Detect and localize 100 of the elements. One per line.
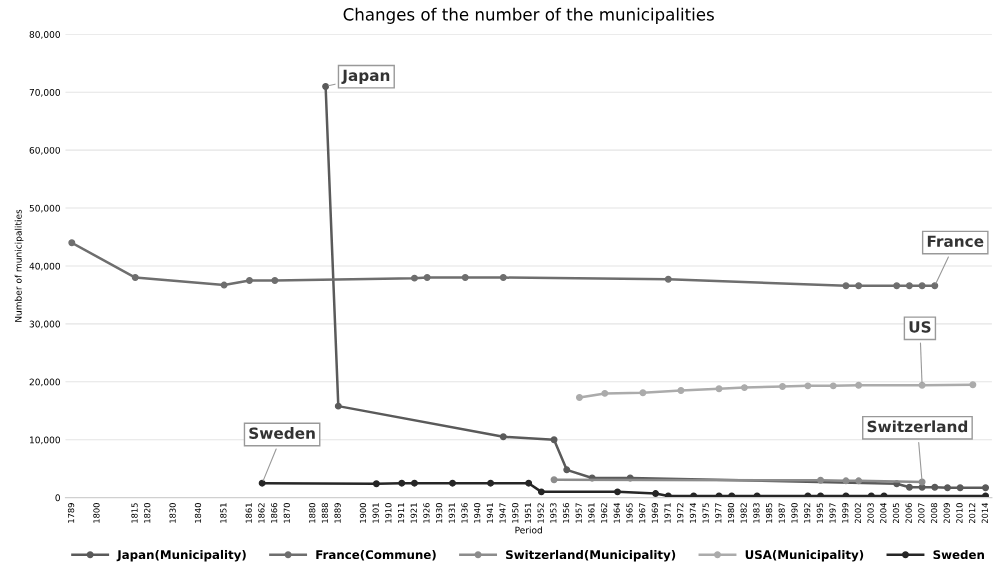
point xyxy=(842,477,850,485)
point xyxy=(372,480,380,488)
x-tick-label: 2014 xyxy=(981,502,988,524)
x-tick-label: 1975 xyxy=(702,503,709,523)
point xyxy=(652,490,660,498)
x-tick-label: 1910 xyxy=(385,503,392,523)
point xyxy=(829,382,837,390)
point xyxy=(550,436,558,444)
point xyxy=(804,382,812,390)
point xyxy=(398,479,406,487)
point xyxy=(423,274,431,282)
chart-title: Changes of the number of the municipalities xyxy=(343,7,714,24)
x-tick-label: 1930 xyxy=(435,503,443,523)
point xyxy=(893,282,901,290)
x-tick-label: 1983 xyxy=(753,503,760,523)
legend-label: Sweden xyxy=(933,549,984,560)
point xyxy=(740,384,748,392)
x-tick-label: 1965 xyxy=(626,503,633,523)
point xyxy=(842,282,850,290)
point xyxy=(918,282,926,290)
x-tick-label: 1866 xyxy=(270,503,278,523)
y-tick-label: 40,000 xyxy=(29,262,60,271)
point xyxy=(639,389,647,397)
x-tick-label: 2010 xyxy=(956,503,963,524)
x-tick-label: 1992 xyxy=(803,503,811,523)
legend-label: Switzerland(Municipality) xyxy=(506,549,676,562)
point xyxy=(461,274,469,282)
x-tick-label: 1990 xyxy=(791,503,798,523)
point xyxy=(220,281,228,289)
point xyxy=(334,402,342,410)
point xyxy=(956,484,964,492)
x-tick-label: 1971 xyxy=(664,503,671,523)
point xyxy=(499,274,507,282)
legend-label: Japan(Municipality) xyxy=(116,549,246,562)
x-tick-label: 1995 xyxy=(816,503,823,523)
x-tick-label: 1964 xyxy=(613,502,620,523)
x-tick-label: 1901 xyxy=(372,503,379,523)
point xyxy=(131,274,139,282)
x-tick-label: 1941 xyxy=(486,503,494,523)
annotation: France xyxy=(927,235,984,247)
x-tick-label: 1840 xyxy=(194,503,202,523)
point xyxy=(575,393,583,401)
legend-label: France(Commune) xyxy=(316,549,436,561)
point xyxy=(410,274,418,282)
point xyxy=(905,282,913,290)
x-tick-label: 1961 xyxy=(588,503,595,523)
x-tick-label: 1952 xyxy=(537,503,544,523)
x-tick-label: 1985 xyxy=(765,503,773,523)
x-tick-label: 1956 xyxy=(562,503,570,523)
x-tick-label: 2008 xyxy=(930,503,938,524)
annotation: US xyxy=(909,321,931,333)
y-tick-label: 60,000 xyxy=(29,146,60,155)
x-tick-label: 1969 xyxy=(651,503,658,523)
y-tick-label: 30,000 xyxy=(29,320,60,329)
x-tick-label: 1951 xyxy=(524,503,532,523)
x-tick-label: 1789 xyxy=(67,503,75,523)
point xyxy=(271,276,279,284)
x-tick-label: 1931 xyxy=(448,503,455,523)
x-tick-label: 1953 xyxy=(550,503,557,523)
y-tick-label: 20,000 xyxy=(29,378,60,387)
x-tick-label: 1820 xyxy=(144,503,151,523)
x-tick-label: 2002 xyxy=(854,503,862,524)
point xyxy=(487,479,495,487)
point xyxy=(614,488,621,496)
x-tick-label: 1950 xyxy=(512,503,519,523)
x-tick-label: 2009 xyxy=(943,503,950,524)
point xyxy=(410,479,418,487)
point xyxy=(563,466,571,474)
x-tick-label: 2004 xyxy=(880,502,887,524)
x-tick-label: 1815 xyxy=(131,503,138,523)
x-tick-label: 2012 xyxy=(968,503,976,524)
annotation: Sweden xyxy=(249,427,315,439)
point xyxy=(779,382,786,390)
point xyxy=(817,476,825,484)
point xyxy=(525,479,533,487)
x-tick-label: 1982 xyxy=(740,503,747,523)
point xyxy=(715,385,723,393)
x-tick-label: 1936 xyxy=(461,503,468,523)
point xyxy=(855,381,863,389)
point xyxy=(68,239,76,247)
point xyxy=(982,484,990,492)
x-tick-label: 1972 xyxy=(677,503,684,523)
x-tick-label: 1974 xyxy=(689,502,697,523)
y-tick-label: 80,000 xyxy=(29,31,60,39)
annotation: Japan xyxy=(341,69,390,85)
x-tick-label: 2007 xyxy=(918,503,925,524)
x-tick-label: 1800 xyxy=(93,503,100,523)
x-tick-label: 1999 xyxy=(842,503,849,523)
point xyxy=(537,488,545,496)
point xyxy=(969,381,977,389)
x-tick-label: 2003 xyxy=(867,503,874,524)
x-tick-label: 1977 xyxy=(715,503,722,523)
point xyxy=(918,381,926,389)
point xyxy=(982,492,990,498)
x-tick-label: 1957 xyxy=(575,503,582,523)
point xyxy=(931,282,939,290)
x-tick-label: 1870 xyxy=(283,503,290,523)
x-tick-label: 2005 xyxy=(892,503,900,524)
point xyxy=(550,476,558,484)
x-tick-label: 1997 xyxy=(829,503,836,523)
